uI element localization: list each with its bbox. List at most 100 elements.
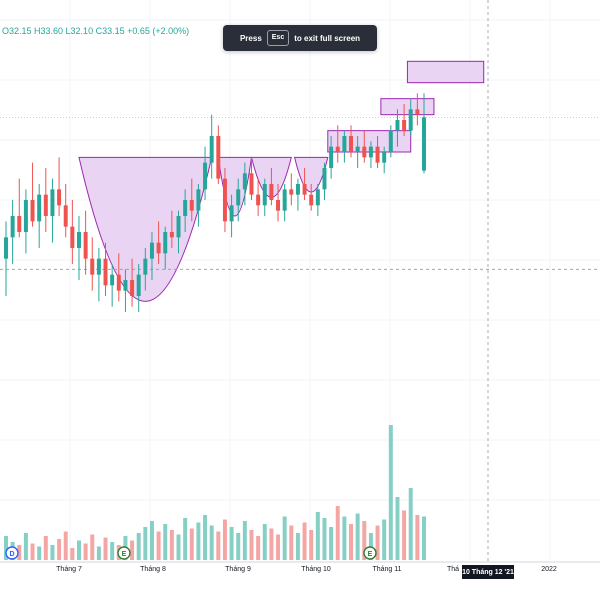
volume-bar[interactable] — [83, 543, 88, 561]
volume-bar[interactable] — [156, 531, 161, 561]
candle-body[interactable] — [149, 242, 154, 259]
candle-body[interactable] — [362, 146, 367, 158]
volume-bar[interactable] — [4, 536, 8, 560]
candle-body[interactable] — [96, 258, 101, 275]
volume-bar[interactable] — [17, 545, 22, 560]
event-marker-icon[interactable] — [117, 546, 131, 560]
candle-body[interactable] — [322, 168, 327, 190]
volume-bar[interactable] — [262, 524, 267, 560]
volume-bar[interactable] — [415, 515, 420, 560]
volume-bar[interactable] — [329, 527, 334, 560]
candle-body[interactable] — [183, 200, 188, 216]
candle-body[interactable] — [123, 280, 128, 291]
volume-bar[interactable] — [302, 522, 307, 561]
volume-bar[interactable] — [276, 534, 281, 561]
volume-bar[interactable] — [229, 527, 234, 560]
volume-bar[interactable] — [143, 527, 148, 560]
volume-bar[interactable] — [103, 537, 108, 561]
volume-bar[interactable] — [395, 497, 400, 560]
volume-bar[interactable] — [289, 525, 294, 561]
candle-body[interactable] — [50, 189, 55, 216]
candle-body[interactable] — [156, 242, 161, 254]
candle-body[interactable] — [203, 162, 208, 190]
volume-bar[interactable] — [269, 528, 274, 561]
candle-body[interactable] — [368, 146, 373, 158]
volume-bar[interactable] — [176, 534, 181, 561]
candle-body[interactable] — [17, 216, 22, 232]
candle-body[interactable] — [90, 258, 95, 275]
candle-body[interactable] — [256, 194, 261, 206]
volume-bar[interactable] — [322, 518, 327, 560]
candle-body[interactable] — [30, 200, 35, 222]
volume-bar[interactable] — [130, 540, 135, 561]
candle-body[interactable] — [289, 189, 294, 195]
esc-key[interactable]: Esc — [266, 30, 290, 46]
volume-bar[interactable] — [342, 516, 347, 561]
candle-body[interactable] — [169, 232, 174, 238]
volume-bar[interactable] — [23, 533, 28, 560]
candle-body[interactable] — [342, 136, 347, 152]
volume-bar[interactable] — [183, 518, 188, 560]
volume-bar[interactable] — [90, 534, 95, 561]
candle-body[interactable] — [216, 136, 221, 179]
volume-bar[interactable] — [57, 539, 62, 560]
volume-bar[interactable] — [309, 530, 314, 560]
candle-body[interactable] — [262, 184, 267, 206]
candle-body[interactable] — [242, 173, 247, 190]
rectangle-drawing[interactable] — [380, 98, 435, 116]
candle-body[interactable] — [335, 146, 340, 152]
volume-bar[interactable] — [402, 510, 407, 561]
candle-body[interactable] — [302, 184, 307, 195]
candle-body[interactable] — [229, 205, 234, 222]
volume-bar[interactable] — [169, 530, 174, 560]
volume-bar[interactable] — [349, 524, 354, 560]
candle-body[interactable] — [222, 178, 227, 222]
volume-bar[interactable] — [209, 525, 214, 561]
candle-body[interactable] — [63, 205, 68, 227]
volume-bar[interactable] — [37, 546, 42, 561]
candle-body[interactable] — [4, 237, 8, 259]
handle-pattern[interactable] — [293, 156, 329, 193]
candle-body[interactable] — [76, 232, 81, 248]
candle-body[interactable] — [375, 146, 380, 163]
candle-body[interactable] — [83, 232, 88, 259]
volume-bar[interactable] — [295, 533, 300, 560]
candle-body[interactable] — [116, 274, 121, 291]
candle-body[interactable] — [57, 189, 62, 206]
candle-body[interactable] — [295, 184, 300, 195]
volume-bar[interactable] — [76, 540, 81, 561]
volume-bar[interactable] — [256, 536, 261, 560]
volume-bar[interactable] — [222, 519, 227, 561]
event-marker-icon[interactable] — [363, 546, 377, 560]
volume-bar[interactable] — [50, 545, 55, 560]
volume-bar[interactable] — [282, 516, 287, 561]
candle-body[interactable] — [23, 200, 28, 232]
candle-body[interactable] — [110, 274, 115, 286]
candle-body[interactable] — [315, 189, 320, 206]
volume-bar[interactable] — [96, 546, 101, 561]
volume-bar[interactable] — [189, 528, 194, 561]
volume-bar[interactable] — [355, 513, 360, 561]
volume-bar[interactable] — [249, 530, 254, 560]
volume-bar[interactable] — [149, 521, 154, 560]
candle-body[interactable] — [189, 200, 194, 211]
volume-bar[interactable] — [242, 521, 247, 560]
volume-bar[interactable] — [236, 533, 241, 560]
candle-body[interactable] — [70, 226, 75, 248]
volume-bar[interactable] — [30, 543, 35, 561]
volume-bar[interactable] — [63, 531, 68, 561]
candle-body[interactable] — [382, 152, 387, 163]
candle-body[interactable] — [309, 194, 314, 206]
candle-body[interactable] — [269, 184, 274, 200]
time-axis[interactable]: Tháng 7 Tháng 8 Tháng 9 Tháng 10 Tháng 1… — [0, 562, 600, 582]
rectangle-drawing[interactable] — [406, 60, 485, 84]
candle-body[interactable] — [103, 258, 108, 286]
candle-body[interactable] — [196, 189, 201, 211]
volume-bar[interactable] — [70, 548, 75, 560]
candle-body[interactable] — [282, 189, 287, 211]
volume-bar[interactable] — [196, 522, 201, 561]
candle-body[interactable] — [130, 280, 135, 296]
candle-body[interactable] — [395, 120, 400, 131]
